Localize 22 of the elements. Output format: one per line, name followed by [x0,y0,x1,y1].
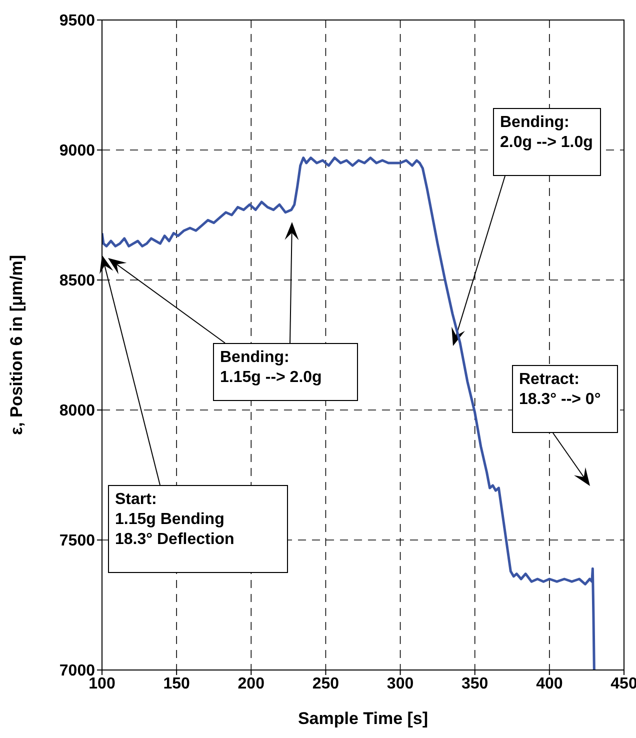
y-tick-label: 7500 [59,532,96,550]
note-box: Bending: 1.15g --> 2.0g [213,343,358,401]
x-tick-label: 350 [462,675,488,692]
annotation: Retract: 18.3° --> 0° [519,371,601,408]
annotation: Bending: 2.0g --> 1.0g [500,114,593,151]
x-tick-label: 300 [386,675,414,692]
y-tick-label: 8500 [59,272,96,290]
x-tick-label: 250 [312,675,340,692]
note-box: Retract: 18.3° --> 0° [512,365,618,433]
x-tick-label: 200 [238,675,265,692]
x-tick-label: 150 [163,675,190,692]
note-box: Bending: 2.0g --> 1.0g [493,108,601,176]
note-box: Start: 1.15g Bending 18.3° Deflection [108,485,288,573]
y-axis-title: ε, Position 6 in [μm/m] [7,255,26,435]
annotation: Start: 1.15g Bending 18.3° Deflection [115,491,234,548]
y-tick-label: 9500 [59,12,96,30]
annotation: Bending: 1.15g --> 2.0g [220,349,322,386]
y-tick-label: 9000 [59,142,96,160]
x-axis-title: Sample Time [s] [298,709,428,728]
y-tick-label: 8000 [59,402,96,420]
x-tick-label: 400 [536,675,563,692]
x-tick-label: 100 [88,675,116,692]
